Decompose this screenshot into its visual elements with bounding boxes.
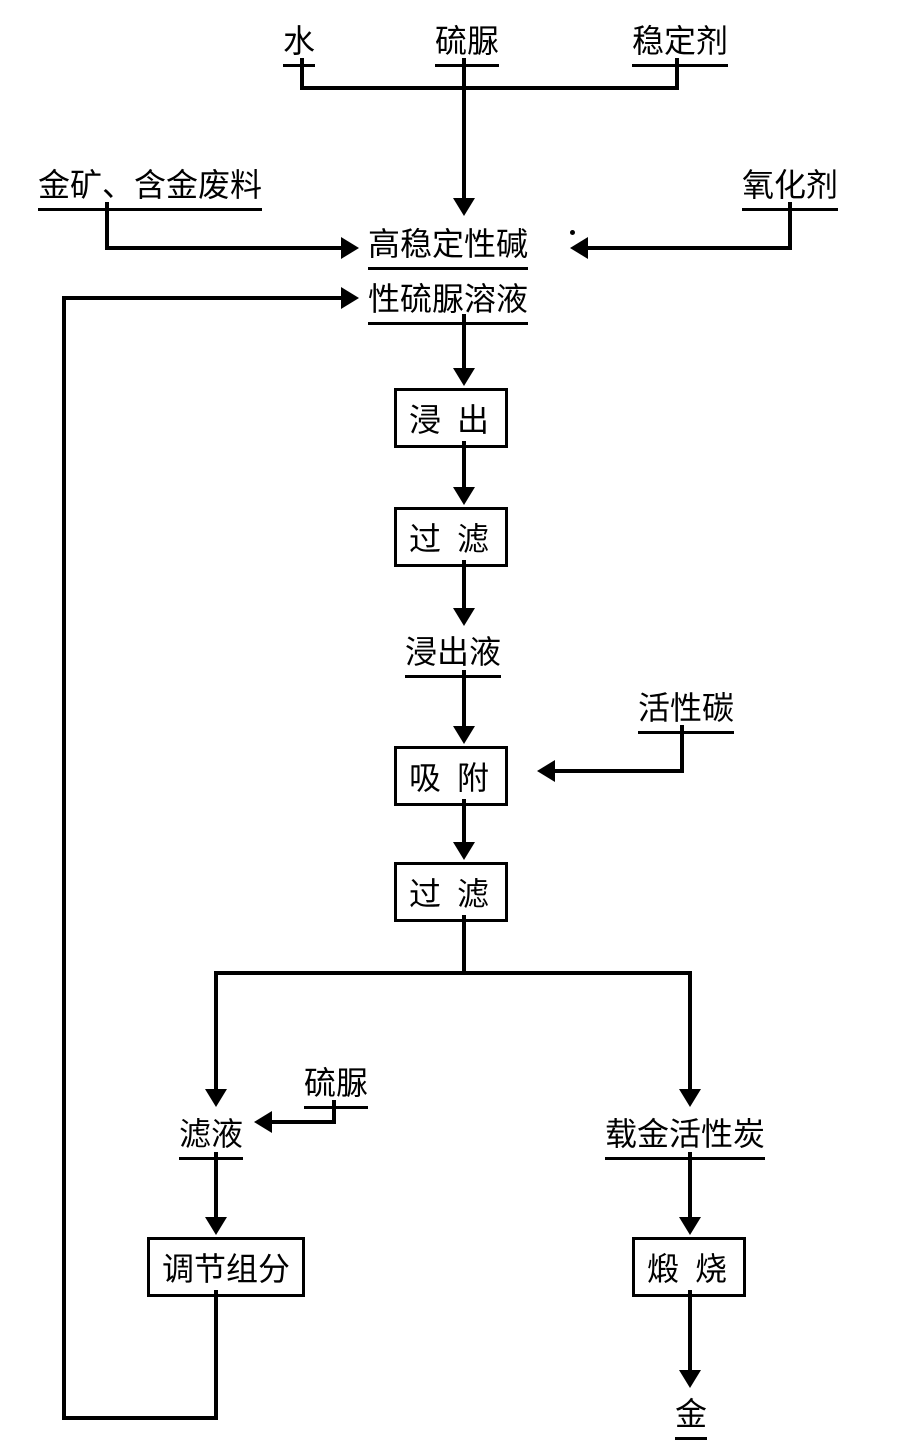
line-carbon-h [555, 769, 684, 773]
arrow-carbon [537, 760, 555, 782]
line-leach-filter1 [462, 441, 466, 489]
arrow-oxidizer [570, 237, 588, 259]
line-solution-leach [462, 314, 466, 370]
input-thiourea: 硫脲 [435, 16, 499, 67]
arrow-split-right [679, 1089, 701, 1107]
arrow-recycle [341, 287, 359, 309]
arrow-merge-to-solution [453, 198, 475, 216]
arrow-adsorb-filter2 [453, 842, 475, 860]
intermediate-filtrate: 滤液 [179, 1109, 243, 1160]
process-adjust: 调节组分 [147, 1237, 305, 1297]
line-filter2-down [462, 915, 466, 975]
arrow-leach-filter1 [453, 487, 475, 505]
line-goldore-v [105, 202, 109, 250]
line-merge-down [462, 90, 466, 200]
input-water: 水 [283, 16, 315, 67]
output-gold: 金 [675, 1389, 707, 1440]
arrow-loaded-calcine [679, 1217, 701, 1235]
line-split-left-v [214, 971, 218, 1091]
arrow-filter1-leachate [453, 608, 475, 626]
solution-line2: 性硫脲溶液 [368, 274, 528, 325]
line-filter1-leachate [462, 560, 466, 610]
intermediate-solution: 高稳定性碱 性硫脲溶液 [368, 219, 528, 329]
input-stabilizer: 稳定剂 [632, 16, 728, 67]
line-split-h [214, 971, 692, 975]
process-filter2: 过 滤 [394, 862, 508, 922]
line-oxidizer-h [588, 246, 792, 250]
line-recycle-up [62, 296, 66, 1420]
input-gold-ore: 金矿、含金废料 [38, 160, 262, 211]
input-thiourea2: 硫脲 [304, 1058, 368, 1109]
line-goldore-h [105, 246, 343, 250]
arrow-filtrate-adjust [205, 1217, 227, 1235]
process-leach: 浸 出 [394, 388, 508, 448]
arrow-calcine-gold [679, 1370, 701, 1388]
arrow-split-left [205, 1089, 227, 1107]
arrow-goldore [341, 237, 359, 259]
arrow-leachate-adsorb [453, 726, 475, 744]
line-loaded-calcine [688, 1152, 692, 1219]
line-top-merge-h [300, 86, 679, 90]
line-thiourea2-h [272, 1120, 302, 1124]
arrow-thiourea2 [254, 1111, 272, 1133]
line-leachate-adsorb [462, 670, 466, 728]
process-calcine: 煅 烧 [632, 1237, 746, 1297]
intermediate-loaded-carbon: 载金活性炭 [605, 1109, 765, 1160]
line-thiourea2-v [332, 1100, 336, 1122]
intermediate-leachate: 浸出液 [405, 627, 501, 678]
line-recycle-top [62, 296, 343, 300]
line-filtrate-adjust [214, 1152, 218, 1219]
arrow-solution-leach [453, 368, 475, 386]
punctuation-dot [570, 230, 575, 235]
line-split-right-v [688, 971, 692, 1091]
line-thiourea2-h2 [302, 1120, 336, 1124]
solution-line1: 高稳定性碱 [368, 219, 528, 270]
input-active-carbon: 活性碳 [638, 683, 734, 734]
line-recycle-down [214, 1290, 218, 1420]
line-carbon-v [680, 725, 684, 773]
process-filter1: 过 滤 [394, 507, 508, 567]
line-oxidizer-v [788, 202, 792, 250]
line-recycle-bottom [62, 1416, 218, 1420]
line-calcine-gold [688, 1290, 692, 1372]
process-adsorb: 吸 附 [394, 746, 508, 806]
line-adsorb-filter2 [462, 799, 466, 844]
